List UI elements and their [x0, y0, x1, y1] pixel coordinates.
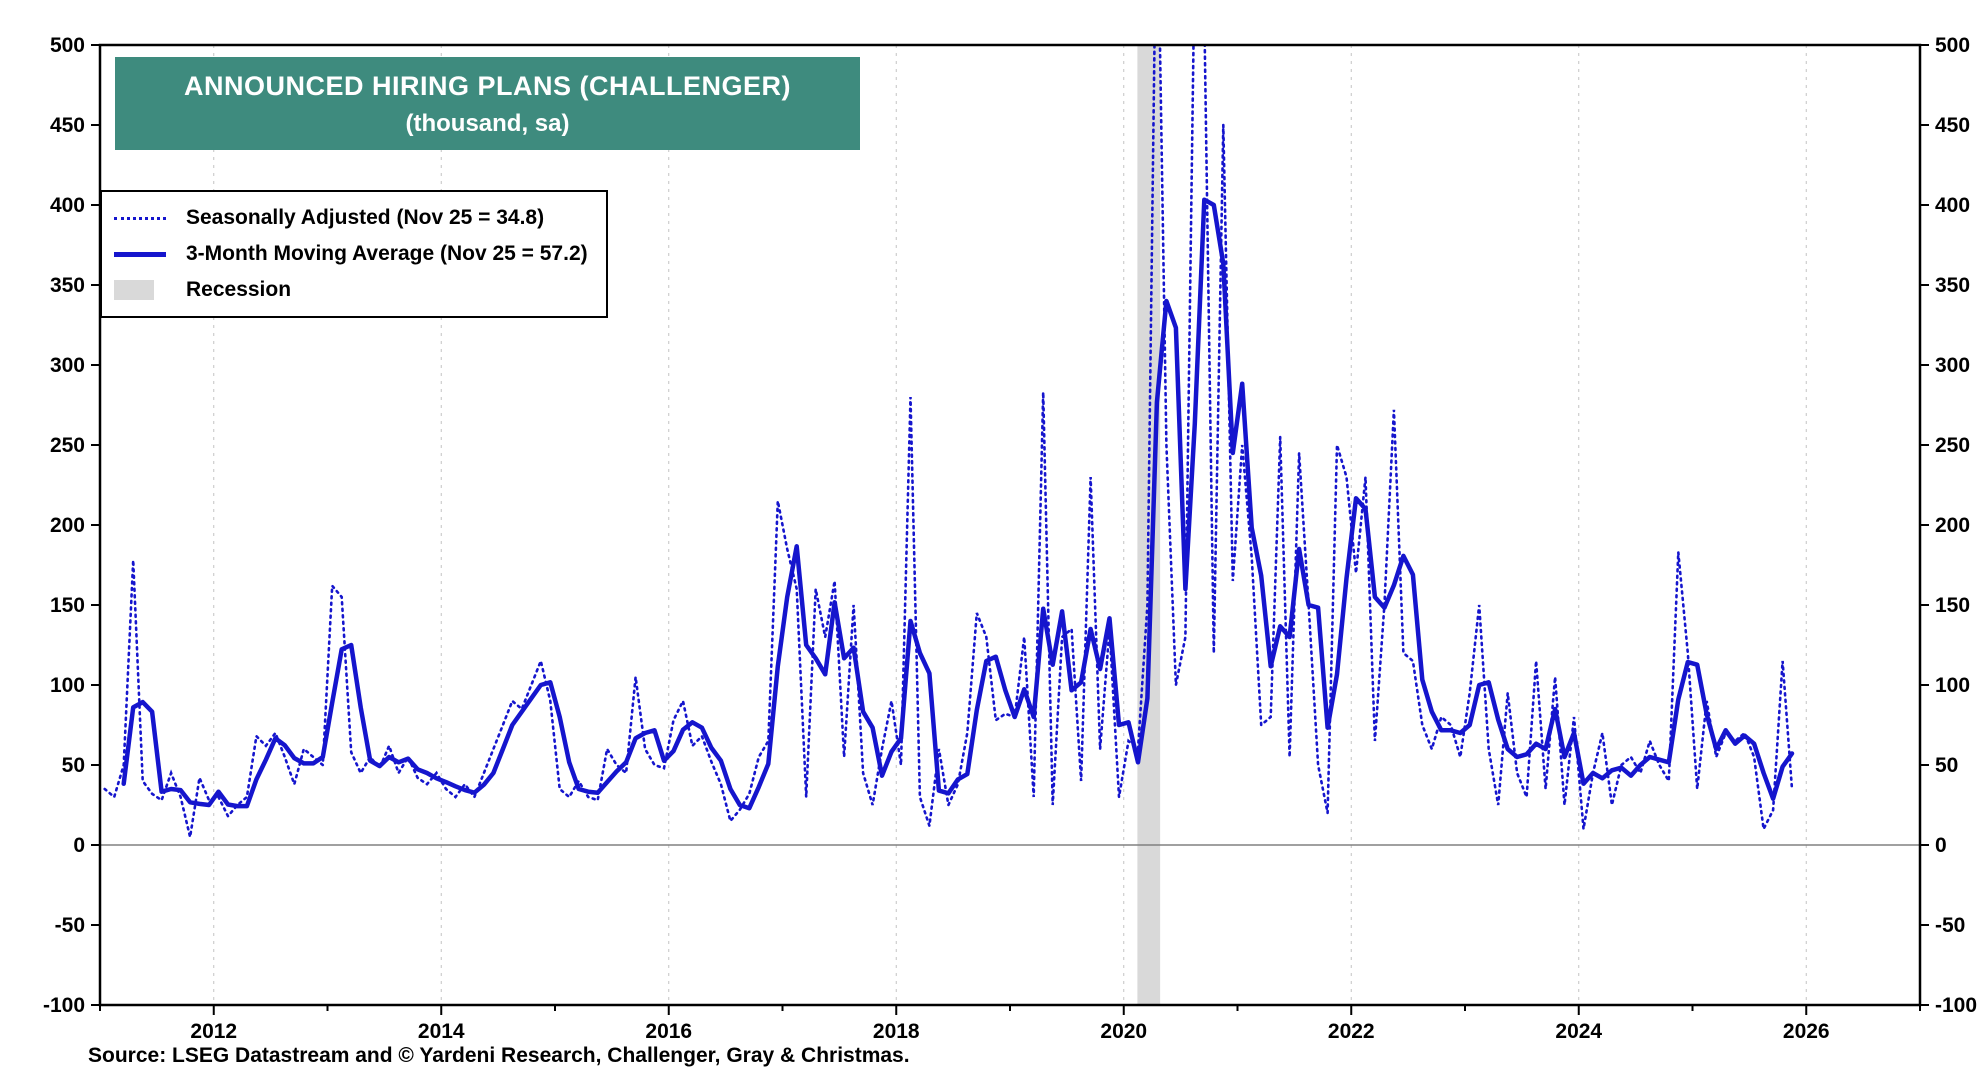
y-axis-label-left: 200: [50, 514, 85, 537]
x-axis-label: 2020: [1100, 1020, 1147, 1043]
y-axis-label-right: 0: [1935, 834, 1947, 857]
x-axis-label: 2014: [418, 1020, 465, 1043]
x-axis-label: 2012: [190, 1020, 237, 1043]
y-axis-label-right: 350: [1935, 274, 1970, 297]
x-axis-label: 2018: [873, 1020, 920, 1043]
legend-label: Seasonally Adjusted (Nov 25 = 34.8): [186, 206, 545, 229]
solid-line-swatch-icon: [114, 251, 176, 257]
y-axis-label-left: 100: [50, 674, 85, 697]
legend-item-recession: Recession: [114, 272, 588, 308]
y-axis-label-right: -100: [1935, 994, 1977, 1017]
legend-label: Recession: [186, 278, 292, 301]
series-3-month-moving-average: [121, 197, 1795, 811]
y-axis-label-left: -100: [43, 994, 85, 1017]
chart-subtitle: (thousand, sa): [405, 110, 570, 137]
y-axis-label-left: 250: [50, 434, 85, 457]
y-axis-label-right: 250: [1935, 434, 1970, 457]
chart-legend: Seasonally Adjusted (Nov 25 = 34.8) 3-Mo…: [100, 190, 608, 318]
y-axis-label-right: 450: [1935, 114, 1970, 137]
y-axis-label-left: 150: [50, 594, 85, 617]
y-axis-label-right: 300: [1935, 354, 1970, 377]
y-axis-label-left: 500: [50, 34, 85, 57]
y-axis-label-right: 150: [1935, 594, 1970, 617]
y-axis-label-left: -50: [55, 914, 85, 937]
legend-item-moving-average: 3-Month Moving Average (Nov 25 = 57.2): [114, 236, 588, 272]
y-axis-label-right: 400: [1935, 194, 1970, 217]
legend-item-seasonally-adjusted: Seasonally Adjusted (Nov 25 = 34.8): [114, 200, 588, 236]
y-axis-label-right: -50: [1935, 914, 1965, 937]
x-axis-label: 2016: [645, 1020, 692, 1043]
y-axis-label-left: 350: [50, 274, 85, 297]
chart-title: ANNOUNCED HIRING PLANS (CHALLENGER): [184, 71, 791, 101]
y-axis-label-left: 0: [73, 834, 85, 857]
y-axis-label-right: 200: [1935, 514, 1970, 537]
y-axis-label-left: 400: [50, 194, 85, 217]
legend-label: 3-Month Moving Average (Nov 25 = 57.2): [186, 242, 588, 265]
y-axis-label-right: 100: [1935, 674, 1970, 697]
y-axis-label-left: 450: [50, 114, 85, 137]
x-axis-label: 2022: [1328, 1020, 1375, 1043]
y-axis-label-right: 50: [1935, 754, 1958, 777]
plot-border: [98, 43, 1922, 1007]
recession-band: [1137, 45, 1161, 1005]
x-axis-label: 2026: [1783, 1020, 1830, 1043]
y-axis-label-left: 300: [50, 354, 85, 377]
y-axis-label-left: 50: [62, 754, 85, 777]
series-seasonally-adjusted: [103, 45, 1794, 838]
chart-title-box: ANNOUNCED HIRING PLANS (CHALLENGER) (tho…: [115, 57, 860, 150]
y-axis-label-right: 500: [1935, 34, 1970, 57]
recession-band-swatch-icon: [114, 280, 176, 300]
dotted-line-swatch-icon: [114, 216, 176, 220]
x-axis-label: 2024: [1555, 1020, 1602, 1043]
source-note: Source: LSEG Datastream and © Yardeni Re…: [88, 1044, 910, 1067]
